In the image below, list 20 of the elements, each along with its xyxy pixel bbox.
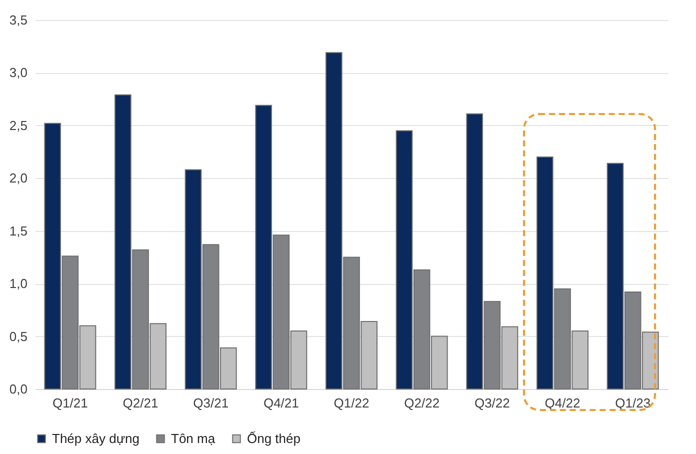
x-tick-label: Q3/21 — [193, 396, 229, 410]
y-tick-label: 0,5 — [9, 328, 28, 344]
x-tick-label: Q2/22 — [404, 396, 440, 410]
x-tick-label: Q3/22 — [474, 396, 510, 410]
legend-label: Tôn mạ — [171, 430, 216, 446]
y-tick-label: 0,0 — [9, 382, 28, 396]
x-tick-label: Q4/22 — [544, 396, 580, 410]
x-tick-label: Q2/21 — [122, 396, 158, 410]
y-tick-label: 1,5 — [9, 223, 28, 238]
x-tick-label: Q1/23 — [615, 396, 651, 410]
y-tick-label: 2,5 — [9, 118, 28, 133]
y-tick-label: 1,0 — [9, 276, 28, 292]
x-tick-label: Q1/22 — [334, 396, 370, 410]
y-tick-label: 3,0 — [9, 65, 28, 80]
y-tick-label: 2,0 — [9, 170, 28, 186]
x-tick-label: Q1/21 — [52, 396, 88, 410]
legend-label: Ống thép — [247, 430, 300, 446]
x-tick-label: Q4/21 — [263, 396, 299, 410]
legend-label: Thép xây dựng — [52, 430, 140, 446]
y-tick-label: 3,5 — [9, 12, 28, 28]
